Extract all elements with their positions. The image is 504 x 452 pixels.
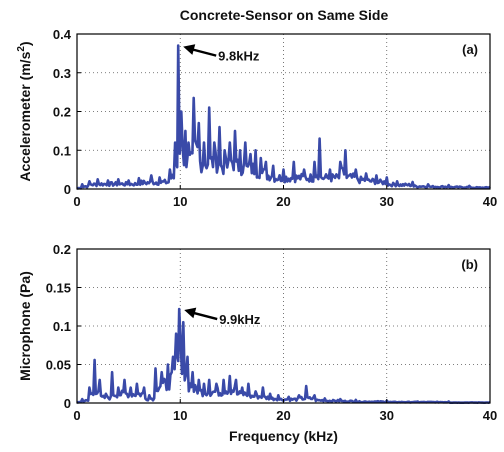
x-tick-label: 20 <box>276 408 290 423</box>
peak-annotation: 9.9kHz <box>219 312 261 327</box>
annotation-arrowhead <box>183 44 196 55</box>
x-tick-label: 10 <box>173 194 187 209</box>
x-tick-label: 30 <box>380 194 394 209</box>
x-tick-label: 40 <box>483 408 497 423</box>
chart-title: Concrete-Sensor on Same Side <box>180 7 389 23</box>
y-tick-label: 0.2 <box>53 242 71 257</box>
annotation-arrow <box>190 47 217 57</box>
y-tick-label: 0 <box>64 182 71 197</box>
x-tick-label: 10 <box>173 408 187 423</box>
x-tick-label: 0 <box>73 194 80 209</box>
annotation-arrowhead <box>184 307 197 319</box>
peak-annotation: 9.8kHz <box>218 49 260 64</box>
panel-label: (b) <box>461 257 478 272</box>
y-tick-label: 0.1 <box>53 143 71 158</box>
x-tick-label: 40 <box>483 194 497 209</box>
x-tick-label: 30 <box>380 408 394 423</box>
x-axis-label: Frequency (kHz) <box>229 428 338 444</box>
y-tick-label: 0.3 <box>53 66 71 81</box>
y-tick-label: 0.4 <box>53 27 72 42</box>
y-axis-label: Accelerometer (m/s2) <box>16 41 33 181</box>
panel-label: (a) <box>462 42 478 57</box>
y-tick-label: 0.2 <box>53 105 71 120</box>
y-axis-label: Microphone (Pa) <box>17 271 33 381</box>
y-tick-label: 0.1 <box>53 319 71 334</box>
panel-microphone: 0 10 20 30 40 0 0.05 0.1 0.15 0.2 Microphone (Pa) F… <box>17 242 497 444</box>
y-tick-label: 0 <box>64 396 71 411</box>
x-tick-label: 20 <box>276 194 290 209</box>
series-line <box>76 44 491 191</box>
y-tick-label: 0.15 <box>46 281 71 296</box>
series-line <box>76 307 491 405</box>
panel-accelerometer: 0 10 20 30 40 0 0.1 0.2 0.3 0.4 Accelerometer (m/s… <box>16 27 497 209</box>
x-tick-label: 0 <box>73 408 80 423</box>
annotation-arrow <box>191 311 218 321</box>
plot-frame <box>76 33 491 190</box>
y-tick-label: 0.05 <box>46 358 71 373</box>
